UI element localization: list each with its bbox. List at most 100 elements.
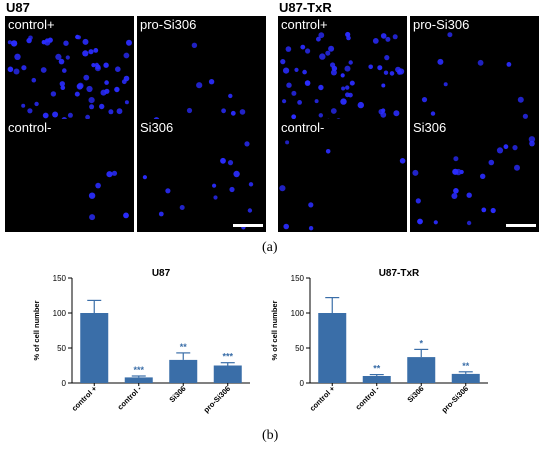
nucleus-dot bbox=[82, 50, 89, 57]
significance-label: * bbox=[419, 338, 423, 348]
nucleus-dot bbox=[91, 63, 96, 68]
chart-title: U87 bbox=[152, 268, 171, 279]
nucleus-dot bbox=[377, 65, 383, 71]
nucleus-dot bbox=[308, 202, 314, 208]
nucleus-dot bbox=[455, 168, 462, 176]
nuclei-image bbox=[153, 42, 258, 126]
nucleus-dot bbox=[280, 59, 286, 65]
nucleus-dot bbox=[466, 220, 472, 226]
nucleus-dot bbox=[88, 192, 96, 199]
nucleus-dot bbox=[480, 173, 486, 179]
nucleus-dot bbox=[522, 113, 528, 119]
y-tick-label: 0 bbox=[62, 379, 67, 388]
nucleus-dot bbox=[67, 112, 73, 118]
nucleus-dot bbox=[114, 86, 120, 93]
nucleus-dot bbox=[345, 85, 350, 90]
nucleus-dot bbox=[294, 67, 299, 72]
nucleus-dot bbox=[308, 226, 314, 231]
panel-txr-control-plus: control+ bbox=[278, 16, 407, 129]
nucleus-dot bbox=[228, 93, 233, 99]
nucleus-dot bbox=[108, 109, 114, 115]
nucleus-dot bbox=[7, 40, 12, 45]
nucleus-dot bbox=[124, 100, 129, 105]
nucleus-dot bbox=[341, 86, 346, 91]
nucleus-dot bbox=[31, 77, 37, 83]
chart-title: U87-TxR bbox=[379, 268, 420, 279]
nucleus-dot bbox=[395, 66, 401, 73]
nucleus-dot bbox=[330, 108, 337, 114]
nucleus-dot bbox=[503, 144, 509, 150]
caption-b: (b) bbox=[262, 428, 279, 443]
nucleus-dot bbox=[348, 60, 353, 65]
x-tick-label: Si306 bbox=[405, 384, 425, 404]
group-title-u87-txr: U87-TxR bbox=[279, 0, 332, 15]
nuclei-image bbox=[142, 141, 254, 230]
nucleus-dot bbox=[179, 205, 185, 210]
nucleus-dot bbox=[305, 48, 311, 54]
nucleus-dot bbox=[74, 91, 80, 97]
nucleus-dot bbox=[349, 80, 355, 86]
nucleus-dot bbox=[28, 35, 33, 41]
nucleus-dot bbox=[384, 55, 390, 61]
bar bbox=[451, 373, 480, 383]
nucleus-dot bbox=[247, 208, 253, 213]
nucleus-dot bbox=[348, 92, 353, 98]
nucleus-dot bbox=[21, 65, 27, 71]
nucleus-dot bbox=[496, 147, 504, 154]
significance-label: *** bbox=[133, 365, 144, 375]
nucleus-dot bbox=[89, 214, 96, 221]
nucleus-dot bbox=[83, 74, 90, 81]
y-tick-label: 100 bbox=[291, 309, 305, 318]
x-tick-label: control + bbox=[70, 384, 99, 413]
nucleus-dot bbox=[116, 108, 123, 115]
nucleus-dot bbox=[380, 33, 387, 39]
nucleus-dot bbox=[319, 53, 326, 60]
nucleus-dot bbox=[437, 58, 444, 65]
nucleus-dot bbox=[227, 160, 234, 166]
nucleus-dot bbox=[103, 62, 109, 68]
nucleus-dot bbox=[75, 34, 80, 40]
bar bbox=[318, 313, 347, 383]
nuclei-image bbox=[412, 136, 536, 226]
nucleus-dot bbox=[385, 36, 391, 42]
nucleus-dot bbox=[412, 169, 419, 176]
nucleus-dot bbox=[514, 164, 520, 171]
significance-label: *** bbox=[222, 352, 233, 362]
nucleus-dot bbox=[430, 111, 436, 116]
scale-bar bbox=[506, 224, 536, 227]
nucleus-dot bbox=[158, 211, 164, 217]
nucleus-dot bbox=[318, 113, 323, 118]
caption-a: (a) bbox=[262, 240, 278, 255]
significance-label: ** bbox=[462, 361, 470, 371]
nucleus-dot bbox=[283, 223, 289, 230]
nucleus-dot bbox=[7, 66, 14, 73]
y-axis-label: % of cell number bbox=[270, 300, 279, 360]
nucleus-dot bbox=[389, 71, 395, 76]
nucleus-dot bbox=[314, 99, 319, 104]
nucleus-dot bbox=[85, 114, 90, 120]
nucleus-dot bbox=[42, 112, 49, 119]
nucleus-dot bbox=[466, 192, 472, 198]
nucleus-dot bbox=[21, 103, 26, 108]
nucleus-dot bbox=[283, 67, 290, 74]
nucleus-dot bbox=[95, 64, 101, 70]
nucleus-dot bbox=[239, 109, 246, 115]
nucleus-dot bbox=[220, 157, 226, 164]
nucleus-dot bbox=[529, 140, 535, 147]
x-tick-label: Si306 bbox=[167, 384, 187, 404]
panel-u87-si306: Si306 bbox=[137, 119, 266, 232]
group-title-u87: U87 bbox=[6, 0, 30, 15]
nucleus-dot bbox=[27, 108, 33, 114]
panel-label: control- bbox=[281, 120, 325, 135]
nucleus-dot bbox=[52, 111, 59, 118]
nucleus-dot bbox=[142, 175, 147, 180]
nucleus-dot bbox=[304, 80, 311, 86]
panel-label: control+ bbox=[281, 17, 328, 32]
nucleus-dot bbox=[453, 156, 459, 162]
nucleus-dot bbox=[14, 53, 21, 60]
nucleus-dot bbox=[297, 100, 302, 105]
significance-label: ** bbox=[180, 342, 188, 352]
nucleus-dot bbox=[196, 82, 203, 89]
x-tick-label: control - bbox=[354, 384, 382, 412]
